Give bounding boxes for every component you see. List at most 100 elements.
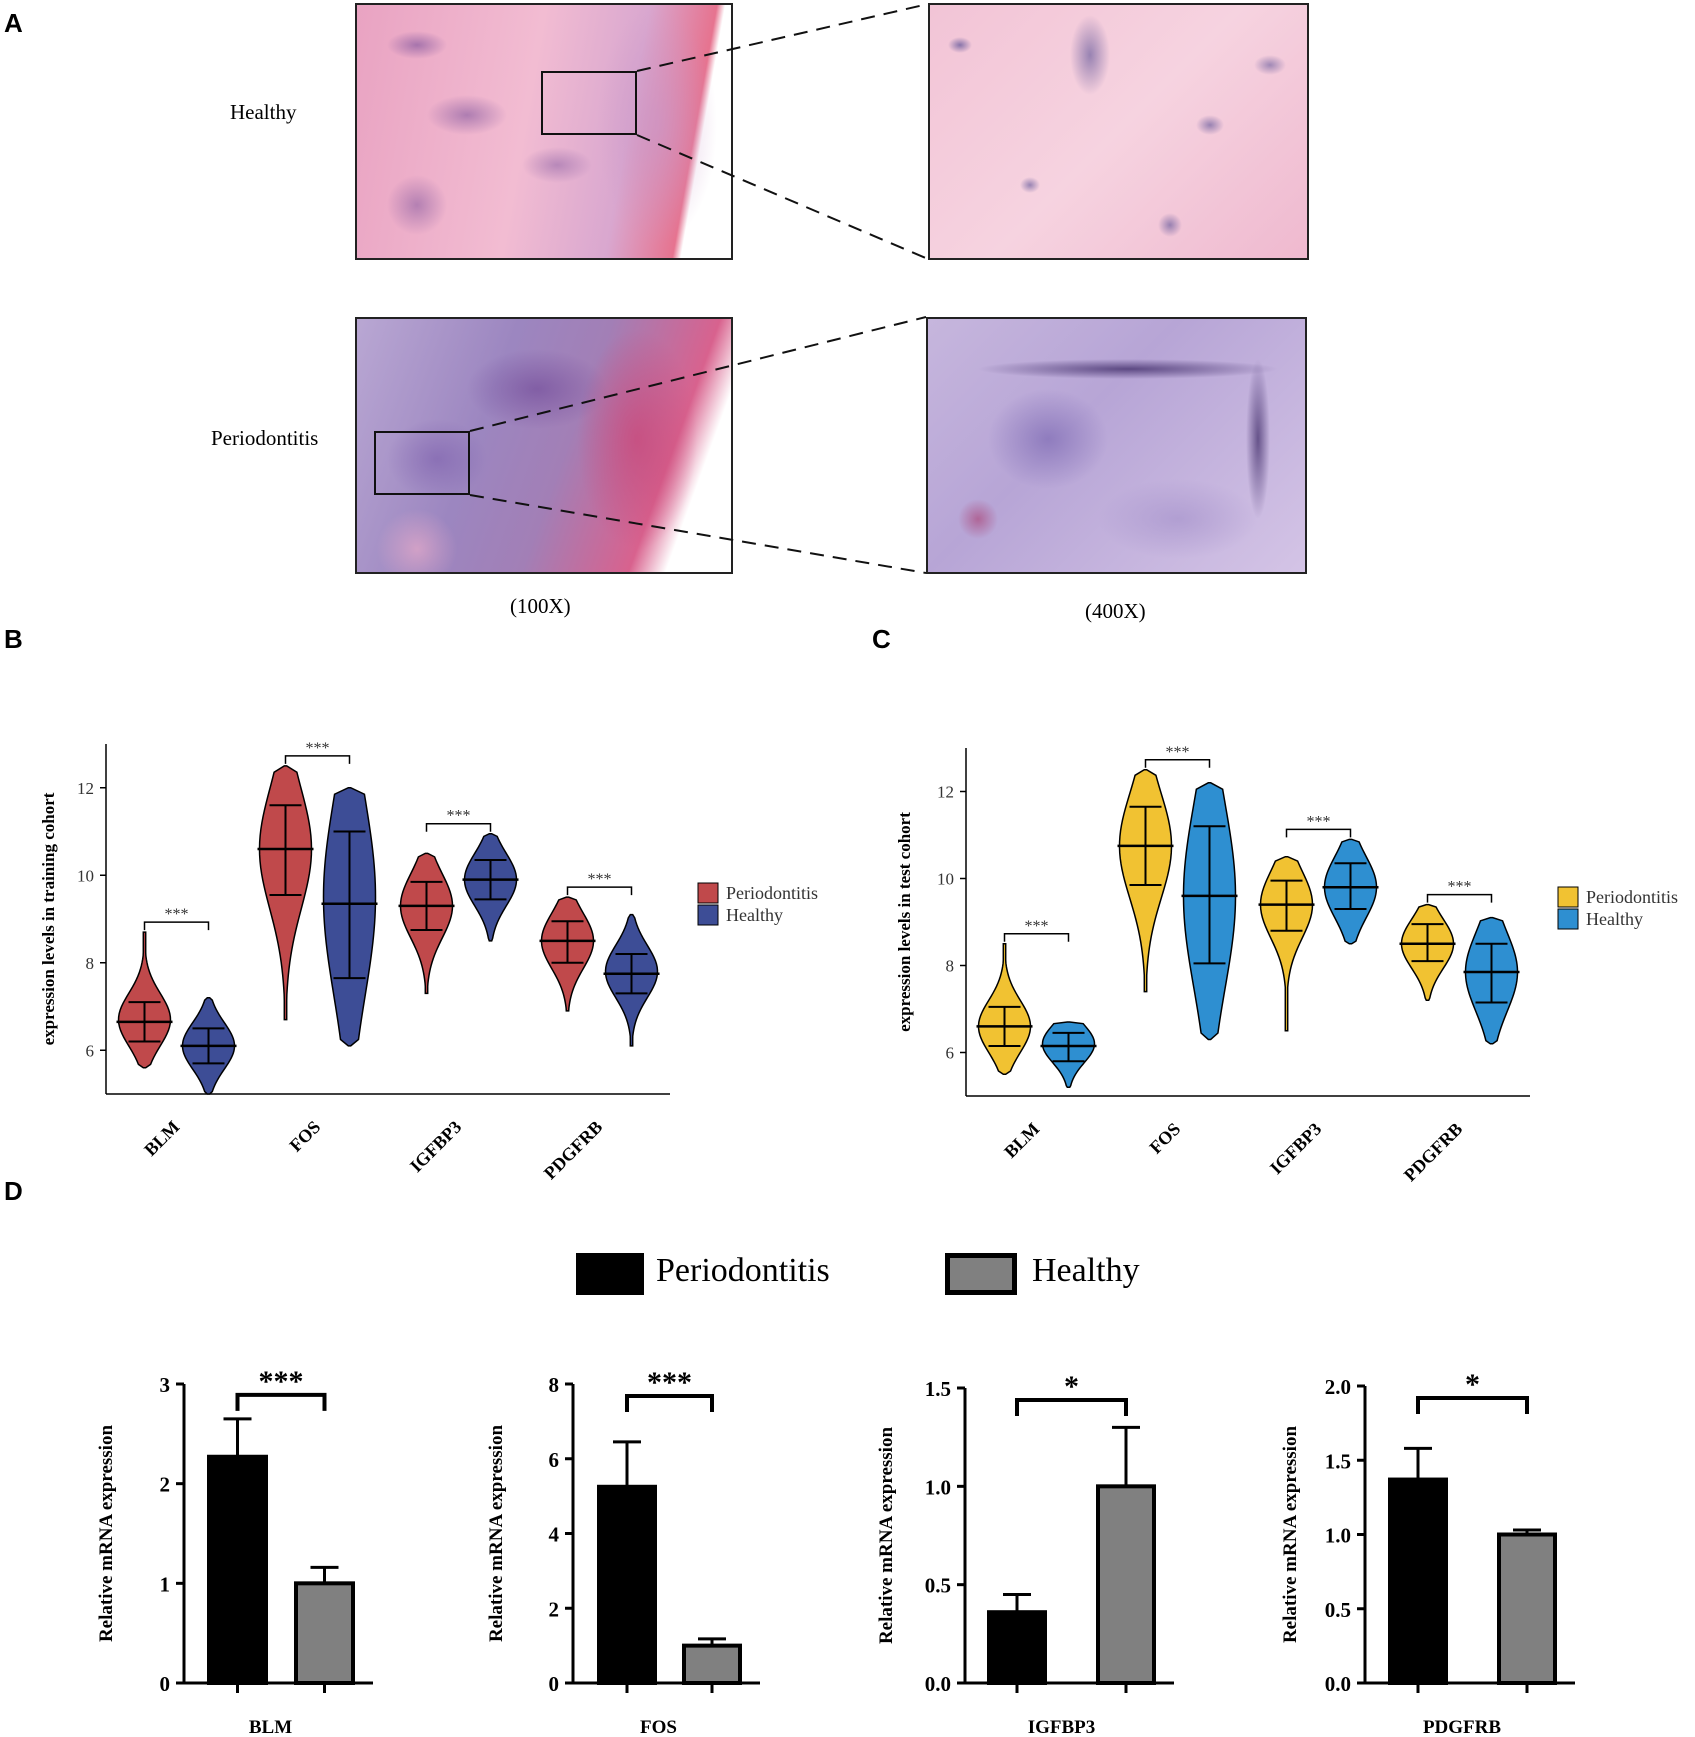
histology-healthy-100x [355,3,733,260]
significance-bracket [1285,828,1352,838]
y-tick-label: 6 [946,1044,955,1063]
y-tick-label: 8 [549,1373,560,1397]
violin-chart-B: 6 8 10 12 expression levels in training coho… [39,740,818,1183]
y-axis-label: expression levels in test cohort [895,812,914,1032]
x-category-label: BLM [140,1117,183,1160]
y-axis-label: Relative mRNA expression [876,1427,897,1645]
significance-label: *** [1166,744,1190,761]
legend-swatch [1557,886,1579,908]
x-title: BLM [249,1717,292,1737]
magnification-label-100x: (100X) [510,594,571,618]
violin-periodontitis-blm [117,931,172,1069]
bar-healthy [682,1643,742,1685]
legend-swatch-healthy [945,1253,1017,1295]
histology-periodontitis-100x [355,317,733,574]
legend-swatch [697,904,719,926]
zoom-line [636,3,929,72]
zoom-line [469,316,927,432]
panel-letter-c: C [872,624,891,654]
bar-healthy [294,1581,355,1686]
bar-periodontitis [1388,1477,1448,1686]
bar-chart-igfbp3: 0.0 0.5 1.0 1.5 Relative mRNA expression * IGF… [876,1370,1174,1737]
y-tick-label: 0.5 [925,1574,951,1598]
bar-chart-pdgfrb: 0.0 0.5 1.0 1.5 2.0 Relative mRNA expression *… [1280,1368,1575,1737]
y-axis-label: Relative mRNA expression [96,1425,117,1643]
y-tick-label: 2 [549,1597,560,1621]
row-label-periodontitis: Periodontitis [211,426,319,450]
x-title: FOS [640,1717,677,1737]
bar-periodontitis [207,1454,268,1686]
y-tick-label: 1.5 [925,1377,951,1401]
bar-chart-blm: 0 1 2 3 Relative mRNA expression *** BLM [96,1365,373,1737]
y-axis-label: expression levels in training cohort [39,792,58,1045]
legend-label-healthy: Healthy [1032,1252,1140,1289]
x-category-label: FOS [285,1117,324,1156]
significance-label: *** [1025,918,1049,935]
violin-periodontitis-igfbp3 [1259,856,1314,1032]
x-category-label: BLM [1000,1119,1043,1162]
y-tick-label: 1.5 [1325,1449,1351,1473]
x-title: IGFBP3 [1028,1717,1096,1737]
x-category-label: PDGFRB [1400,1119,1466,1185]
significance-label: *** [259,1365,304,1398]
significance-label: *** [647,1366,692,1399]
significance-bracket [1416,1396,1529,1414]
legend-label-periodontitis: Periodontitis [656,1252,830,1289]
y-tick-label: 4 [549,1523,560,1547]
histology-healthy-400x [928,3,1309,260]
significance-label: *** [1307,813,1331,830]
significance-bracket [284,755,351,764]
panel-letter-b: B [4,624,23,654]
panel-letter-a: A [4,8,23,38]
significance-bracket [1144,759,1211,768]
legend-label: Periodontitis [726,883,818,903]
legend-swatch [697,882,719,904]
y-tick-label: 10 [937,870,954,889]
y-tick-label: 0.0 [1325,1672,1351,1696]
significance-bracket [1003,933,1070,942]
significance-bracket [1015,1398,1128,1416]
bar-healthy [1096,1484,1156,1686]
y-tick-label: 0.0 [925,1672,951,1696]
x-category-label: PDGFRB [540,1117,606,1183]
significance-label: * [1465,1368,1480,1401]
y-tick-label: 1.0 [925,1475,951,1499]
significance-label: *** [165,906,189,923]
y-axis-label: Relative mRNA expression [1280,1426,1301,1644]
magnification-label-400x: (400X) [1085,599,1146,623]
y-tick-label: 6 [86,1041,95,1060]
zoom-box-periodontitis [374,431,470,495]
y-tick-label: 10 [77,866,94,885]
significance-bracket [1426,893,1493,903]
legend-label: Healthy [726,905,783,925]
y-tick-label: 12 [937,783,954,802]
zoom-line [469,494,927,574]
y-tick-label: 12 [77,779,94,798]
legend-label: Periodontitis [1586,887,1678,907]
significance-label: *** [588,871,612,888]
violin-chart-C: 6 8 10 12 expression levels in test cohort **… [895,744,1678,1185]
legend-swatch-periodontitis [576,1253,644,1295]
x-title: PDGFRB [1423,1717,1501,1737]
row-label-healthy: Healthy [230,100,297,124]
significance-bracket [143,921,210,931]
y-tick-label: 0 [160,1672,171,1696]
bar-chart-fos: 0 2 4 6 8 Relative mRNA expression *** FOS [486,1366,760,1737]
bar-periodontitis [597,1484,657,1685]
zoom-line [636,134,929,260]
y-tick-label: 8 [86,954,95,973]
significance-label: *** [447,808,471,825]
significance-bracket [625,1394,714,1412]
y-tick-label: 1 [160,1572,171,1596]
x-category-label: IGFBP3 [406,1117,465,1176]
significance-bracket [425,822,492,832]
y-tick-label: 0 [549,1672,560,1696]
y-tick-label: 2 [160,1473,171,1497]
legend-label: Healthy [1586,909,1643,929]
histology-periodontitis-400x [926,317,1307,574]
x-category-label: FOS [1145,1119,1184,1158]
significance-label: * [1064,1370,1079,1403]
x-category-label: IGFBP3 [1266,1119,1325,1178]
y-tick-label: 3 [160,1373,171,1397]
